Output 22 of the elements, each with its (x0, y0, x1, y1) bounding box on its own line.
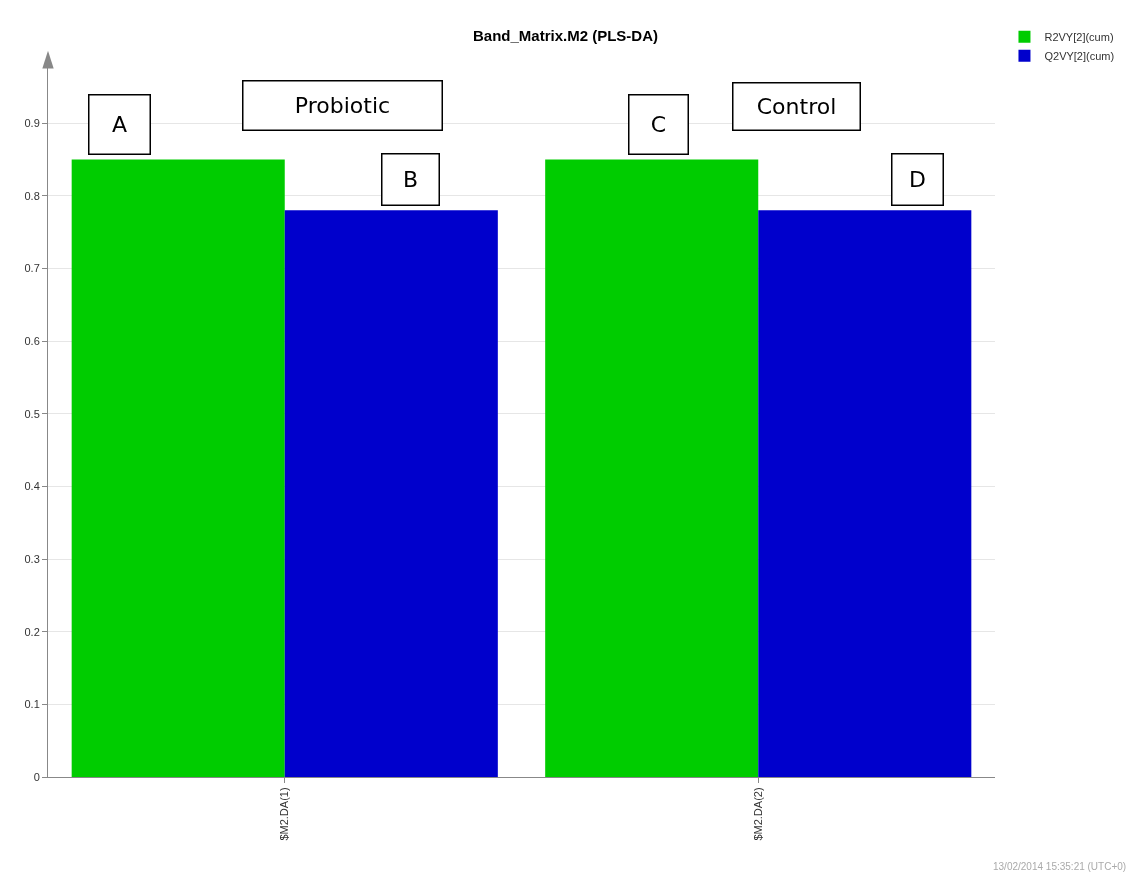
text: 13/02/2014 15:35:21 (UTC+0) (993, 861, 1127, 872)
y-tick-label: 0.6 (24, 334, 40, 347)
annotation: C (650, 112, 667, 137)
y-tick-label: 0.3 (24, 552, 40, 565)
annotation: Probiotic (294, 93, 391, 118)
y-tick-label: 0 (33, 770, 40, 783)
annotation: D (909, 167, 926, 192)
annotation: Control (756, 94, 837, 119)
annotation: B (402, 167, 419, 192)
legend-label: R2VY[2](cum) (1044, 31, 1114, 44)
annotation: A (111, 112, 128, 137)
y-tick-label: 0.7 (24, 262, 40, 275)
y-tick-label: 0.9 (24, 116, 40, 129)
chart-title: Band_Matrix.M2 (PLS-DA) (472, 27, 659, 45)
y-tick-label: 0.2 (24, 625, 40, 638)
x-tick-label: $M2.DA(1) (278, 787, 291, 841)
legend-label: Q2VY[2](cum) (1044, 50, 1115, 63)
y-tick-label: 0.1 (24, 698, 40, 711)
y-tick-label: 0.5 (24, 407, 40, 420)
y-tick-label: 0.4 (24, 480, 40, 493)
y-tick-label: 0.8 (24, 189, 40, 202)
x-tick-label: $M2.DA(2) (751, 787, 764, 841)
